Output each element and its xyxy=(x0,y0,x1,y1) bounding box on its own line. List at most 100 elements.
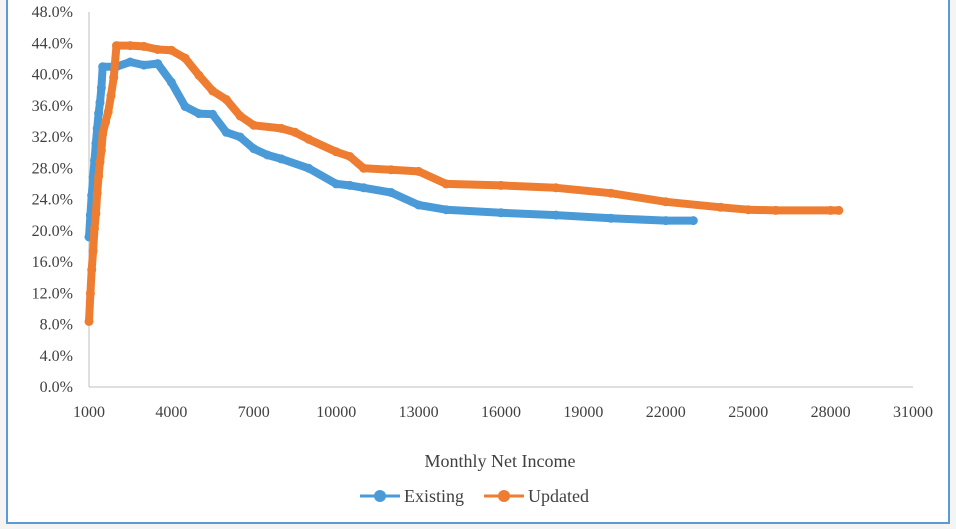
data-point-existing xyxy=(180,102,190,111)
x-axis-title: Monthly Net Income xyxy=(425,451,576,471)
data-point-existing xyxy=(166,77,176,87)
data-point-updated xyxy=(98,129,108,139)
data-point-updated xyxy=(84,316,94,326)
data-point-updated xyxy=(386,165,396,175)
data-point-updated xyxy=(716,202,726,212)
series-existing xyxy=(84,57,698,242)
data-point-updated xyxy=(235,111,245,121)
x-tick-label: 22000 xyxy=(646,404,686,421)
data-point-updated xyxy=(101,117,110,127)
data-point-updated xyxy=(85,288,95,298)
data-point-existing xyxy=(95,98,105,108)
data-point-updated xyxy=(106,91,116,101)
x-tick-label: 31000 xyxy=(893,404,933,421)
legend-marker-existing xyxy=(374,490,386,502)
data-point-existing xyxy=(235,132,245,142)
data-point-existing xyxy=(441,205,451,215)
data-point-updated xyxy=(345,152,355,161)
data-point-updated xyxy=(826,205,836,215)
x-tick-label: 1000 xyxy=(73,404,105,421)
data-point-existing xyxy=(551,210,561,220)
y-tick-label: 40.0% xyxy=(32,67,73,84)
data-point-updated xyxy=(90,223,99,233)
data-point-existing xyxy=(98,62,108,72)
data-point-existing xyxy=(96,83,106,93)
data-point-updated xyxy=(103,107,113,117)
line-chart: 0.0% 4.0% 8.0% 12.0% 16.0% 20.0% 24.0% 28.0% 32.… xyxy=(32,4,933,506)
data-point-updated xyxy=(276,123,286,133)
data-point-updated xyxy=(88,246,98,256)
data-point-existing xyxy=(276,154,286,164)
x-tick-label: 4000 xyxy=(155,404,187,421)
data-point-existing xyxy=(661,216,671,226)
data-point-updated xyxy=(139,41,149,51)
data-point-existing xyxy=(221,127,231,137)
series-updated xyxy=(84,41,844,326)
y-tick-label: 28.0% xyxy=(32,160,73,177)
data-point-updated xyxy=(92,188,102,198)
y-tick-label: 0.0% xyxy=(40,379,73,396)
y-tick-label: 36.0% xyxy=(32,98,73,115)
data-point-existing xyxy=(153,59,163,69)
series-group xyxy=(84,41,844,326)
data-point-updated xyxy=(208,86,218,96)
data-point-updated xyxy=(606,188,616,198)
data-point-updated xyxy=(834,205,844,215)
data-point-updated xyxy=(95,157,105,167)
data-point-existing xyxy=(263,150,272,160)
x-tick-label: 25000 xyxy=(728,404,768,421)
y-tick-label: 24.0% xyxy=(32,192,73,209)
legend-marker-updated xyxy=(498,490,510,502)
data-point-existing xyxy=(496,208,506,218)
data-point-updated xyxy=(221,95,231,104)
data-point-existing xyxy=(194,109,204,119)
data-point-updated xyxy=(743,205,753,215)
data-point-updated xyxy=(441,179,451,189)
y-tick-label: 44.0% xyxy=(32,35,73,52)
data-point-existing xyxy=(359,183,369,193)
chart-frame: 0.0% 4.0% 8.0% 12.0% 16.0% 20.0% 24.0% 28.0% 32.… xyxy=(6,0,950,524)
data-point-updated xyxy=(771,205,781,215)
data-point-updated xyxy=(496,180,506,190)
legend-item-updated[interactable]: Updated xyxy=(484,486,589,506)
data-point-existing xyxy=(208,109,218,119)
legend-item-existing[interactable]: Existing xyxy=(360,486,464,506)
series-line-existing xyxy=(85,58,698,241)
data-point-existing xyxy=(331,179,341,189)
data-point-existing xyxy=(345,180,355,190)
data-point-updated xyxy=(551,183,561,193)
y-tick-label: 8.0% xyxy=(40,317,73,334)
x-tick-labels: 1000 4000 7000 10000 13000 16000 19000 22000 250… xyxy=(73,404,933,421)
data-point-updated xyxy=(153,45,163,54)
data-point-updated xyxy=(180,53,190,63)
x-tick-label: 10000 xyxy=(316,404,356,421)
data-point-updated xyxy=(249,120,259,130)
data-point-existing xyxy=(249,144,259,154)
data-point-updated xyxy=(331,147,341,157)
data-point-updated xyxy=(87,265,97,275)
y-tick-label: 48.0% xyxy=(32,4,73,21)
y-tick-label: 20.0% xyxy=(32,223,73,240)
legend-label-existing: Existing xyxy=(404,486,464,506)
series-line-updated xyxy=(85,41,843,326)
legend-label-updated: Updated xyxy=(528,486,589,506)
x-tick-label: 28000 xyxy=(811,404,851,421)
y-tick-label: 32.0% xyxy=(32,129,73,146)
y-tick-label: 16.0% xyxy=(32,254,73,271)
data-point-updated xyxy=(661,197,671,207)
x-tick-label: 7000 xyxy=(238,404,270,421)
data-point-updated xyxy=(290,127,300,137)
data-point-existing xyxy=(386,188,396,197)
data-point-updated xyxy=(359,163,369,173)
y-tick-labels: 0.0% 4.0% 8.0% 12.0% 16.0% 20.0% 24.0% 28.0% 32.… xyxy=(32,4,73,396)
legend[interactable]: Existing Updated xyxy=(360,486,589,506)
y-tick-label: 12.0% xyxy=(32,285,73,302)
axes xyxy=(88,12,913,388)
data-point-updated xyxy=(96,145,106,155)
data-point-existing xyxy=(125,57,135,67)
y-tick-label: 4.0% xyxy=(40,348,73,365)
x-tick-label: 13000 xyxy=(399,404,439,421)
data-point-updated xyxy=(414,166,424,176)
data-point-existing xyxy=(94,109,104,119)
data-point-updated xyxy=(94,171,104,181)
